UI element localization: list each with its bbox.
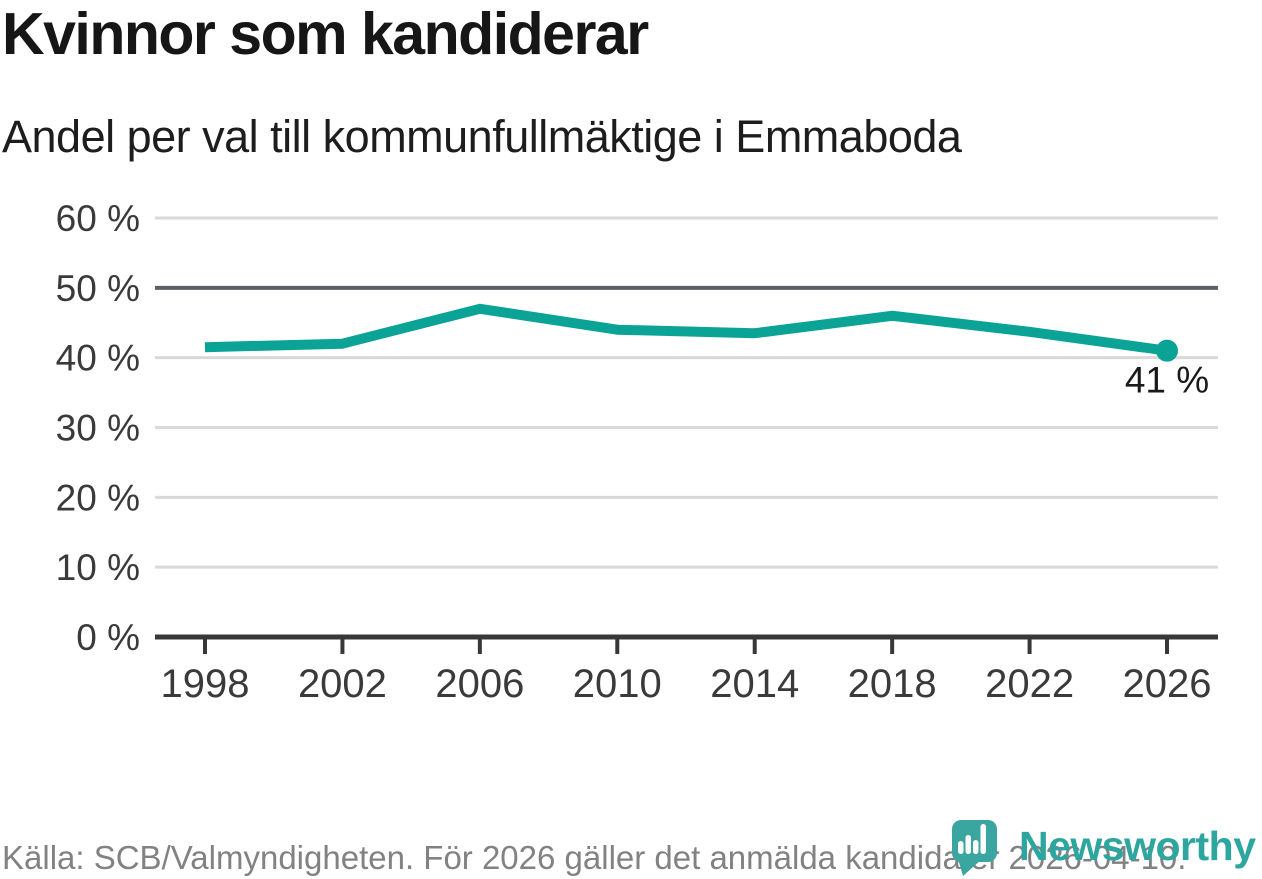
y-tick-label-30: 30 % [56, 408, 140, 449]
y-tick-label-10: 10 % [56, 547, 140, 588]
data-line [204, 303, 1168, 356]
x-tick-label-2018: 2018 [848, 662, 937, 706]
newsworthy-wordmark: Newsworthy [1019, 823, 1256, 869]
newsworthy-logo: Newsworthy [945, 815, 1262, 879]
x-tick-label-1998: 1998 [161, 662, 250, 706]
x-tick-label-2022: 2022 [985, 662, 1074, 706]
x-tick-label-2006: 2006 [435, 662, 524, 706]
end-point-marker [1156, 339, 1179, 362]
y-tick-label-40: 40 % [56, 338, 140, 379]
chart-title: Kvinnor som kandiderar [2, 1, 649, 67]
end-value-label: 41 % [1125, 360, 1209, 401]
chart-subtitle: Andel per val till kommunfullmäktige i E… [2, 111, 962, 162]
y-tick-label-60: 60 % [56, 198, 140, 239]
newsworthy-logo-icon [952, 820, 997, 876]
y-tick-label-50: 50 % [56, 268, 140, 309]
logo-bubble-tail [958, 859, 982, 876]
y-tick-label-20: 20 % [56, 477, 140, 518]
x-tick-label-2026: 2026 [1123, 662, 1212, 706]
x-tick-label-2010: 2010 [573, 662, 662, 706]
x-tick-label-2014: 2014 [710, 662, 799, 706]
y-tick-label-0: 0 % [76, 617, 140, 658]
x-tick-label-2002: 2002 [298, 662, 387, 706]
